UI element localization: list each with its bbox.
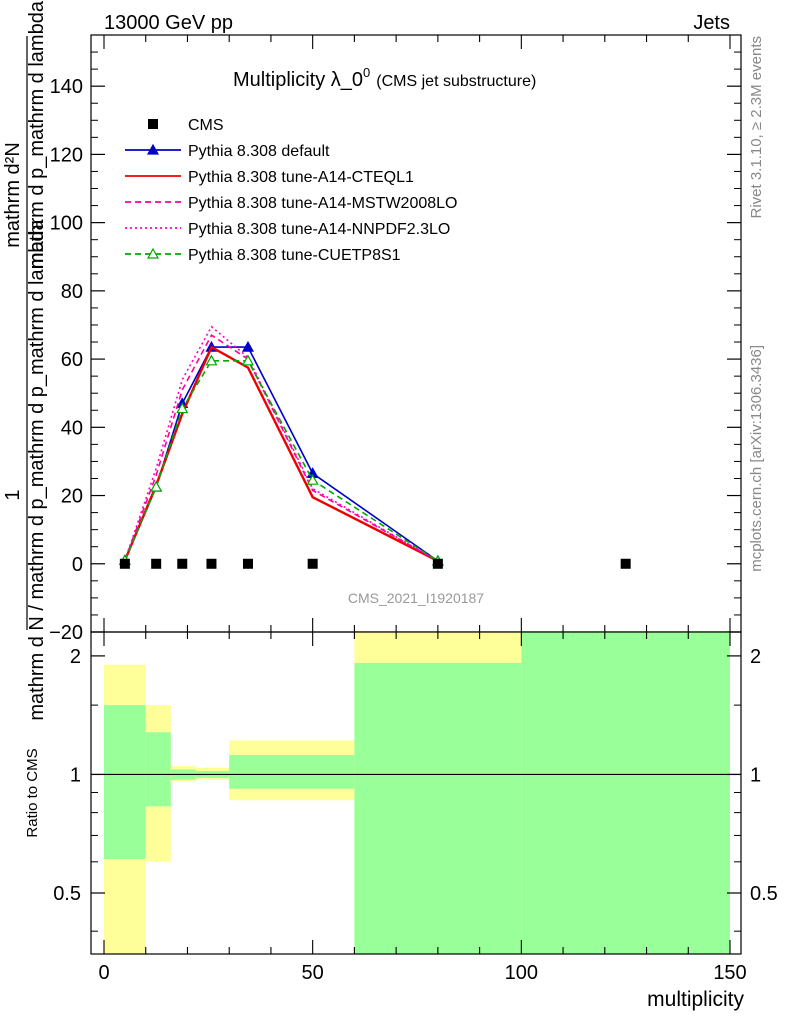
cms-points (119, 558, 631, 569)
plot-title-superscript: 0 (363, 65, 370, 80)
cms-data-point (119, 558, 130, 569)
plot-subtitle: (CMS jet substructure) (376, 73, 536, 90)
main-y-axis: −20 0 20 40 60 80 100 120 140 (49, 34, 741, 644)
cms-data-point (620, 558, 631, 569)
ratio-frame (90, 631, 742, 955)
rivet-label: Rivet 3.1.10, ≥ 2.3M events (748, 36, 765, 219)
legend-label-2: Pythia 8.308 tune-A14-CTEQL1 (188, 169, 414, 186)
y-label-numerator: mathrm d²N (2, 142, 24, 248)
main-series-group (118, 325, 444, 566)
ratio-tick-label: 0.5 (53, 883, 81, 905)
series-marker-4 (306, 473, 319, 485)
ratio-band-green (145, 732, 171, 807)
ratio-band-green (104, 705, 146, 859)
y-label-numerator-1: 1 (2, 489, 24, 500)
cms-data-point (242, 558, 253, 569)
ratio-band-green (521, 632, 730, 954)
y-tick-label: 60 (61, 349, 83, 371)
y-tick-label: 140 (50, 76, 83, 98)
ratio-tick-label: 2 (70, 646, 81, 668)
cms-data-point (177, 558, 188, 569)
x-tick-label: 150 (713, 962, 746, 984)
x-tick-label: 0 (98, 962, 109, 984)
main-x-axis (103, 35, 731, 632)
legend-label-4: Pythia 8.308 tune-A14-NNPDF2.3LO (188, 221, 450, 238)
ratio-bands (104, 632, 730, 954)
x-tick-label: 50 (302, 962, 324, 984)
series-marker-4 (150, 480, 163, 492)
y-tick-label: 40 (61, 417, 83, 439)
ratio-band-green (354, 662, 522, 954)
legend-label-0: CMS (188, 117, 224, 134)
ratio-tick-label-right: 0.5 (750, 883, 778, 905)
y-tick-label: 100 (50, 213, 83, 235)
legend-marker-5 (146, 247, 160, 259)
plot-title: Multiplicity λ_00 (CMS jet substructure) (233, 65, 536, 91)
y-label-main: mathrm d N / mathrm d p_mathrm d p_mathr… (26, 218, 48, 720)
y-label-line2: mathrm d p_mathrm d lambda (26, 0, 48, 269)
energy-label: 13000 GeV pp (104, 12, 233, 34)
ratio-panel: 0.5 0.5 1 1 2 2 0 50 100 150 Ratio to CMS multip… (24, 631, 778, 1011)
legend: CMS Pythia 8.308 default Pythia 8.308 tune… (125, 117, 457, 264)
cms-data-point (307, 558, 318, 569)
legend-label-5: Pythia 8.308 tune-CUETP8S1 (188, 247, 401, 264)
cms-data-point (206, 558, 217, 569)
analysis-watermark: CMS_2021_I1920187 (348, 590, 484, 606)
series-marker-4 (176, 402, 189, 414)
ratio-x-axis: 0 50 100 150 (98, 632, 747, 984)
x-tick-label: 100 (505, 962, 538, 984)
series-line-2 (124, 334, 439, 562)
series-line-0 (124, 346, 439, 562)
process-label: Jets (693, 12, 730, 34)
cms-data-point (151, 558, 162, 569)
series-marker-0 (241, 340, 254, 352)
series-marker-4 (205, 354, 218, 366)
plot-title-main: Multiplicity λ_0 (233, 69, 363, 91)
series-marker-4 (241, 354, 254, 366)
y-tick-label: 80 (61, 281, 83, 303)
y-tick-label: 0 (72, 554, 83, 576)
y-tick-label: 20 (61, 486, 83, 508)
legend-marker-1 (146, 143, 160, 155)
cms-data-point (432, 558, 443, 569)
ratio-y-label: Ratio to CMS (24, 748, 41, 837)
ratio-tick-label-right: 1 (750, 764, 761, 786)
legend-label-3: Pythia 8.308 tune-A14-MSTW2008LO (188, 195, 457, 212)
ratio-y-axis: 0.5 0.5 1 1 2 2 (53, 646, 778, 932)
ratio-tick-label-right: 2 (750, 646, 761, 668)
x-axis-label: multiplicity (647, 988, 744, 1011)
legend-label-1: Pythia 8.308 default (188, 143, 330, 160)
y-tick-label: −20 (49, 622, 83, 644)
y-tick-label: 120 (50, 144, 83, 166)
series-line-3 (124, 325, 439, 562)
main-y-label: 1 mathrm d²N mathrm d p_mathrm d lambda … (2, 0, 48, 720)
ratio-band-green (229, 755, 355, 789)
mcplots-label: mcplots.cern.ch [arXiv:1306.3436] (748, 345, 765, 572)
ratio-tick-label: 1 (70, 764, 81, 786)
legend-marker-cms (148, 119, 158, 129)
series-line-4 (124, 359, 439, 562)
